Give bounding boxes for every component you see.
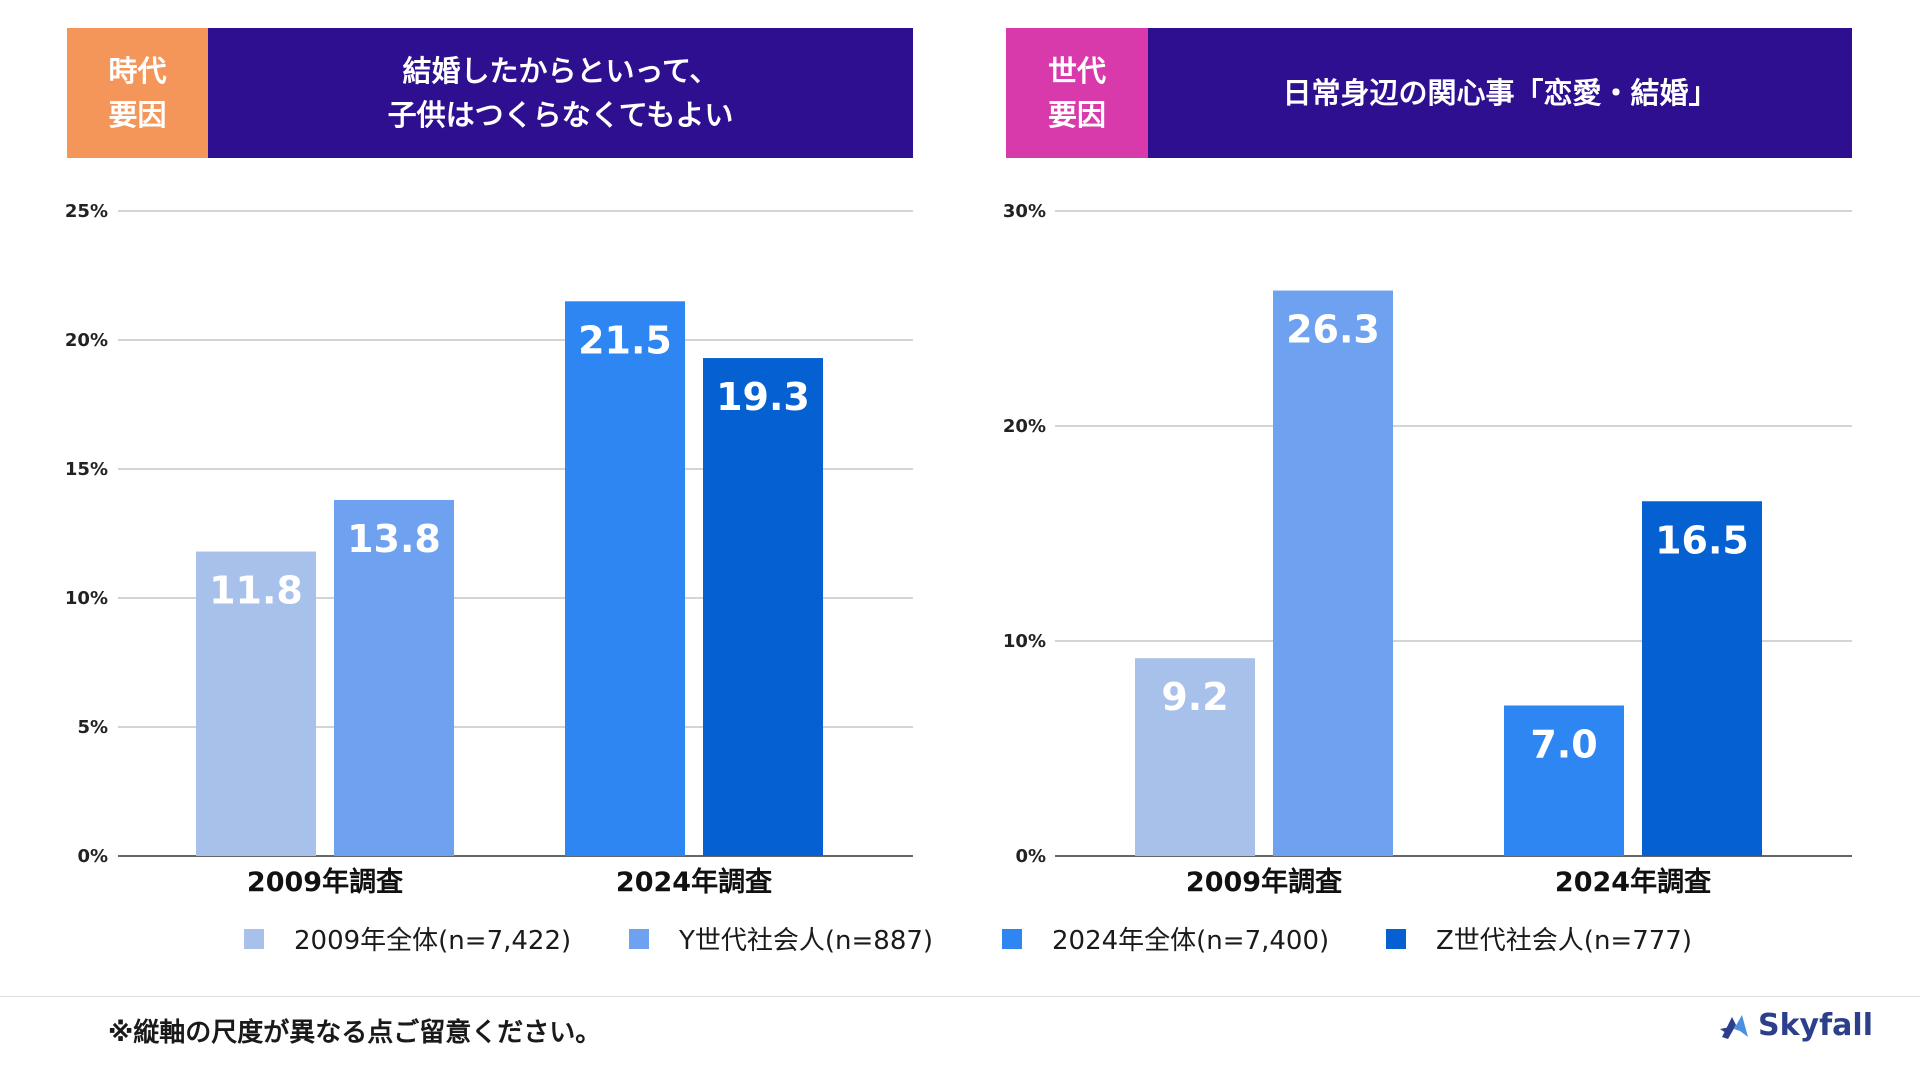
right-bar-0-1 (1273, 290, 1393, 856)
legend-label-2024-all: 2024年全体(n=7,400) (1052, 926, 1330, 956)
right-ytick-label-3: 30% (1003, 201, 1046, 222)
right-bar-label-1-2: 7.0 (1530, 723, 1597, 767)
left-ytick-label-3: 15% (65, 459, 108, 480)
right-tag-line-1: 世代 (1047, 54, 1106, 88)
left-tag-line-1: 時代 (108, 54, 167, 88)
left-ytick-label-4: 20% (65, 330, 108, 351)
skyfall-logo-icon (1720, 1014, 1748, 1039)
left-panel-title: 結婚したからといって、 子供はつくらなくてもよい (208, 28, 913, 158)
right-tag-line-2: 要因 (1047, 98, 1106, 132)
left-bar-label-0-1: 13.8 (347, 517, 441, 561)
right-panel-title: 日常身辺の関心事「恋愛・結婚」 (1148, 28, 1852, 158)
left-bar-0-1 (334, 499, 454, 856)
right-bar-0-0 (1135, 658, 1255, 856)
left-bar-label-0-0: 11.8 (209, 569, 303, 613)
right-ytick-label-2: 20% (1003, 416, 1046, 437)
legend: 2009年全体(n=7,422) Y世代社会人(n=887) 2024年全体(n… (0, 920, 1920, 970)
left-bar-label-1-3: 19.3 (716, 375, 810, 419)
left-panel-header: 時代 要因 結婚したからといって、 子供はつくらなくてもよい (67, 28, 913, 158)
right-category-label-1: 2024年調査 (1555, 866, 1711, 898)
legend-label-2009-all: 2009年全体(n=7,422) (294, 926, 572, 956)
left-ytick-label-5: 25% (65, 201, 108, 222)
left-ytick-label-0: 0% (77, 846, 108, 867)
right-bar-label-0-0: 9.2 (1161, 675, 1228, 719)
legend-item-2024-all: 2024年全体(n=7,400) (1002, 920, 1329, 957)
left-category-label-1: 2024年調査 (616, 866, 772, 898)
left-factor-tag: 時代 要因 (67, 28, 208, 158)
right-bar-label-1-3: 16.5 (1655, 518, 1749, 562)
right-category-label-0: 2009年調査 (1186, 866, 1342, 898)
legend-swatch-z-gen (1386, 928, 1406, 949)
legend-item-z-gen: Z世代社会人(n=777) (1386, 920, 1692, 957)
skyfall-logo: Skyfall (1718, 1008, 1873, 1043)
legend-swatch-2024-all (1002, 928, 1022, 949)
right-bar-1-3 (1642, 501, 1762, 856)
legend-label-y-gen: Y世代社会人(n=887) (679, 926, 934, 956)
skyfall-logo-text: Skyfall (1758, 1008, 1873, 1043)
legend-item-y-gen: Y世代社会人(n=887) (629, 920, 933, 957)
left-category-label-0: 2009年調査 (247, 866, 403, 898)
left-bar-label-1-2: 21.5 (578, 318, 672, 362)
left-ytick-label-2: 10% (65, 588, 108, 609)
left-title-line-2: 子供はつくらなくてもよい (387, 98, 734, 132)
left-bar-0-0 (196, 551, 316, 856)
right-ytick-label-0: 0% (1015, 846, 1046, 867)
right-bar-1-2 (1504, 705, 1624, 856)
right-title-line-1: 日常身辺の関心事「恋愛・結婚」 (1282, 76, 1718, 110)
right-ytick-label-1: 10% (1003, 631, 1046, 652)
left-title-line-1: 結婚したからといって、 (402, 54, 719, 88)
footer-divider (0, 996, 1920, 997)
right-panel-header: 世代 要因 日常身辺の関心事「恋愛・結婚」 (1006, 28, 1852, 158)
charts-canvas: 0% 5% 10% 15% 20% 25% 2009年調査 11.8 13.8 2024年調査 21… (65, 201, 1852, 898)
legend-item-2009-all: 2009年全体(n=7,422) (244, 920, 571, 957)
left-ytick-label-1: 5% (77, 717, 108, 738)
legend-swatch-y-gen (629, 928, 649, 949)
left-tag-line-2: 要因 (108, 98, 167, 132)
left-bar-1-3 (703, 358, 823, 856)
right-bar-label-0-1: 26.3 (1286, 308, 1380, 352)
right-factor-tag: 世代 要因 (1006, 28, 1148, 158)
legend-label-z-gen: Z世代社会人(n=777) (1436, 926, 1692, 956)
legend-swatch-2009-all (244, 928, 264, 949)
left-bar-1-2 (565, 301, 685, 856)
footnote: ※縦軸の尺度が異なる点ご留意ください。 (108, 1018, 602, 1048)
